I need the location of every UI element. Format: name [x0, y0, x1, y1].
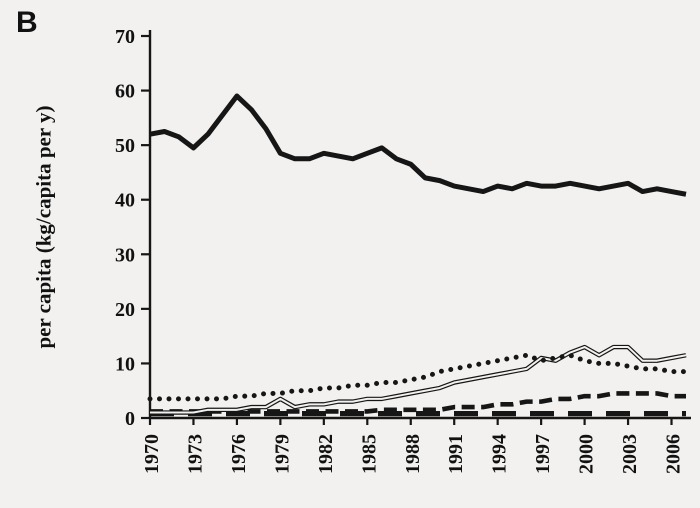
x-tick-label: 1991 — [445, 434, 467, 474]
y-tick-label: 0 — [125, 408, 135, 430]
series-double-line-inner — [150, 346, 687, 414]
y-tick-label: 70 — [115, 26, 135, 48]
x-tick-label: 1994 — [489, 434, 511, 474]
x-tick-label: 2006 — [663, 434, 685, 474]
y-tick-label: 30 — [115, 244, 135, 266]
x-tick-label: 1976 — [228, 434, 250, 474]
x-tick-label: 1988 — [402, 434, 424, 474]
series-solid-thick — [149, 93, 687, 197]
series-double-line — [150, 344, 687, 415]
y-tick-label: 50 — [115, 135, 135, 157]
x-tick-label: 1970 — [141, 434, 163, 474]
series-dotted — [147, 352, 689, 402]
x-tick-label: 2003 — [619, 434, 641, 474]
x-tick-label: 1997 — [532, 434, 554, 474]
x-tick-label: 2000 — [576, 434, 598, 474]
x-tick-label: 1973 — [184, 434, 206, 474]
y-tick-label: 20 — [115, 299, 135, 321]
panel-label: B — [16, 6, 38, 39]
y-tick-label: 60 — [115, 81, 135, 103]
y-axis-title: per capita (kg/capita per y) — [31, 105, 56, 349]
x-tick-label: 1982 — [315, 434, 337, 474]
y-tick-label: 10 — [115, 353, 135, 375]
y-tick-label: 40 — [115, 190, 135, 212]
x-tick-label: 1985 — [358, 434, 380, 474]
x-tick-label: 1979 — [271, 434, 293, 474]
